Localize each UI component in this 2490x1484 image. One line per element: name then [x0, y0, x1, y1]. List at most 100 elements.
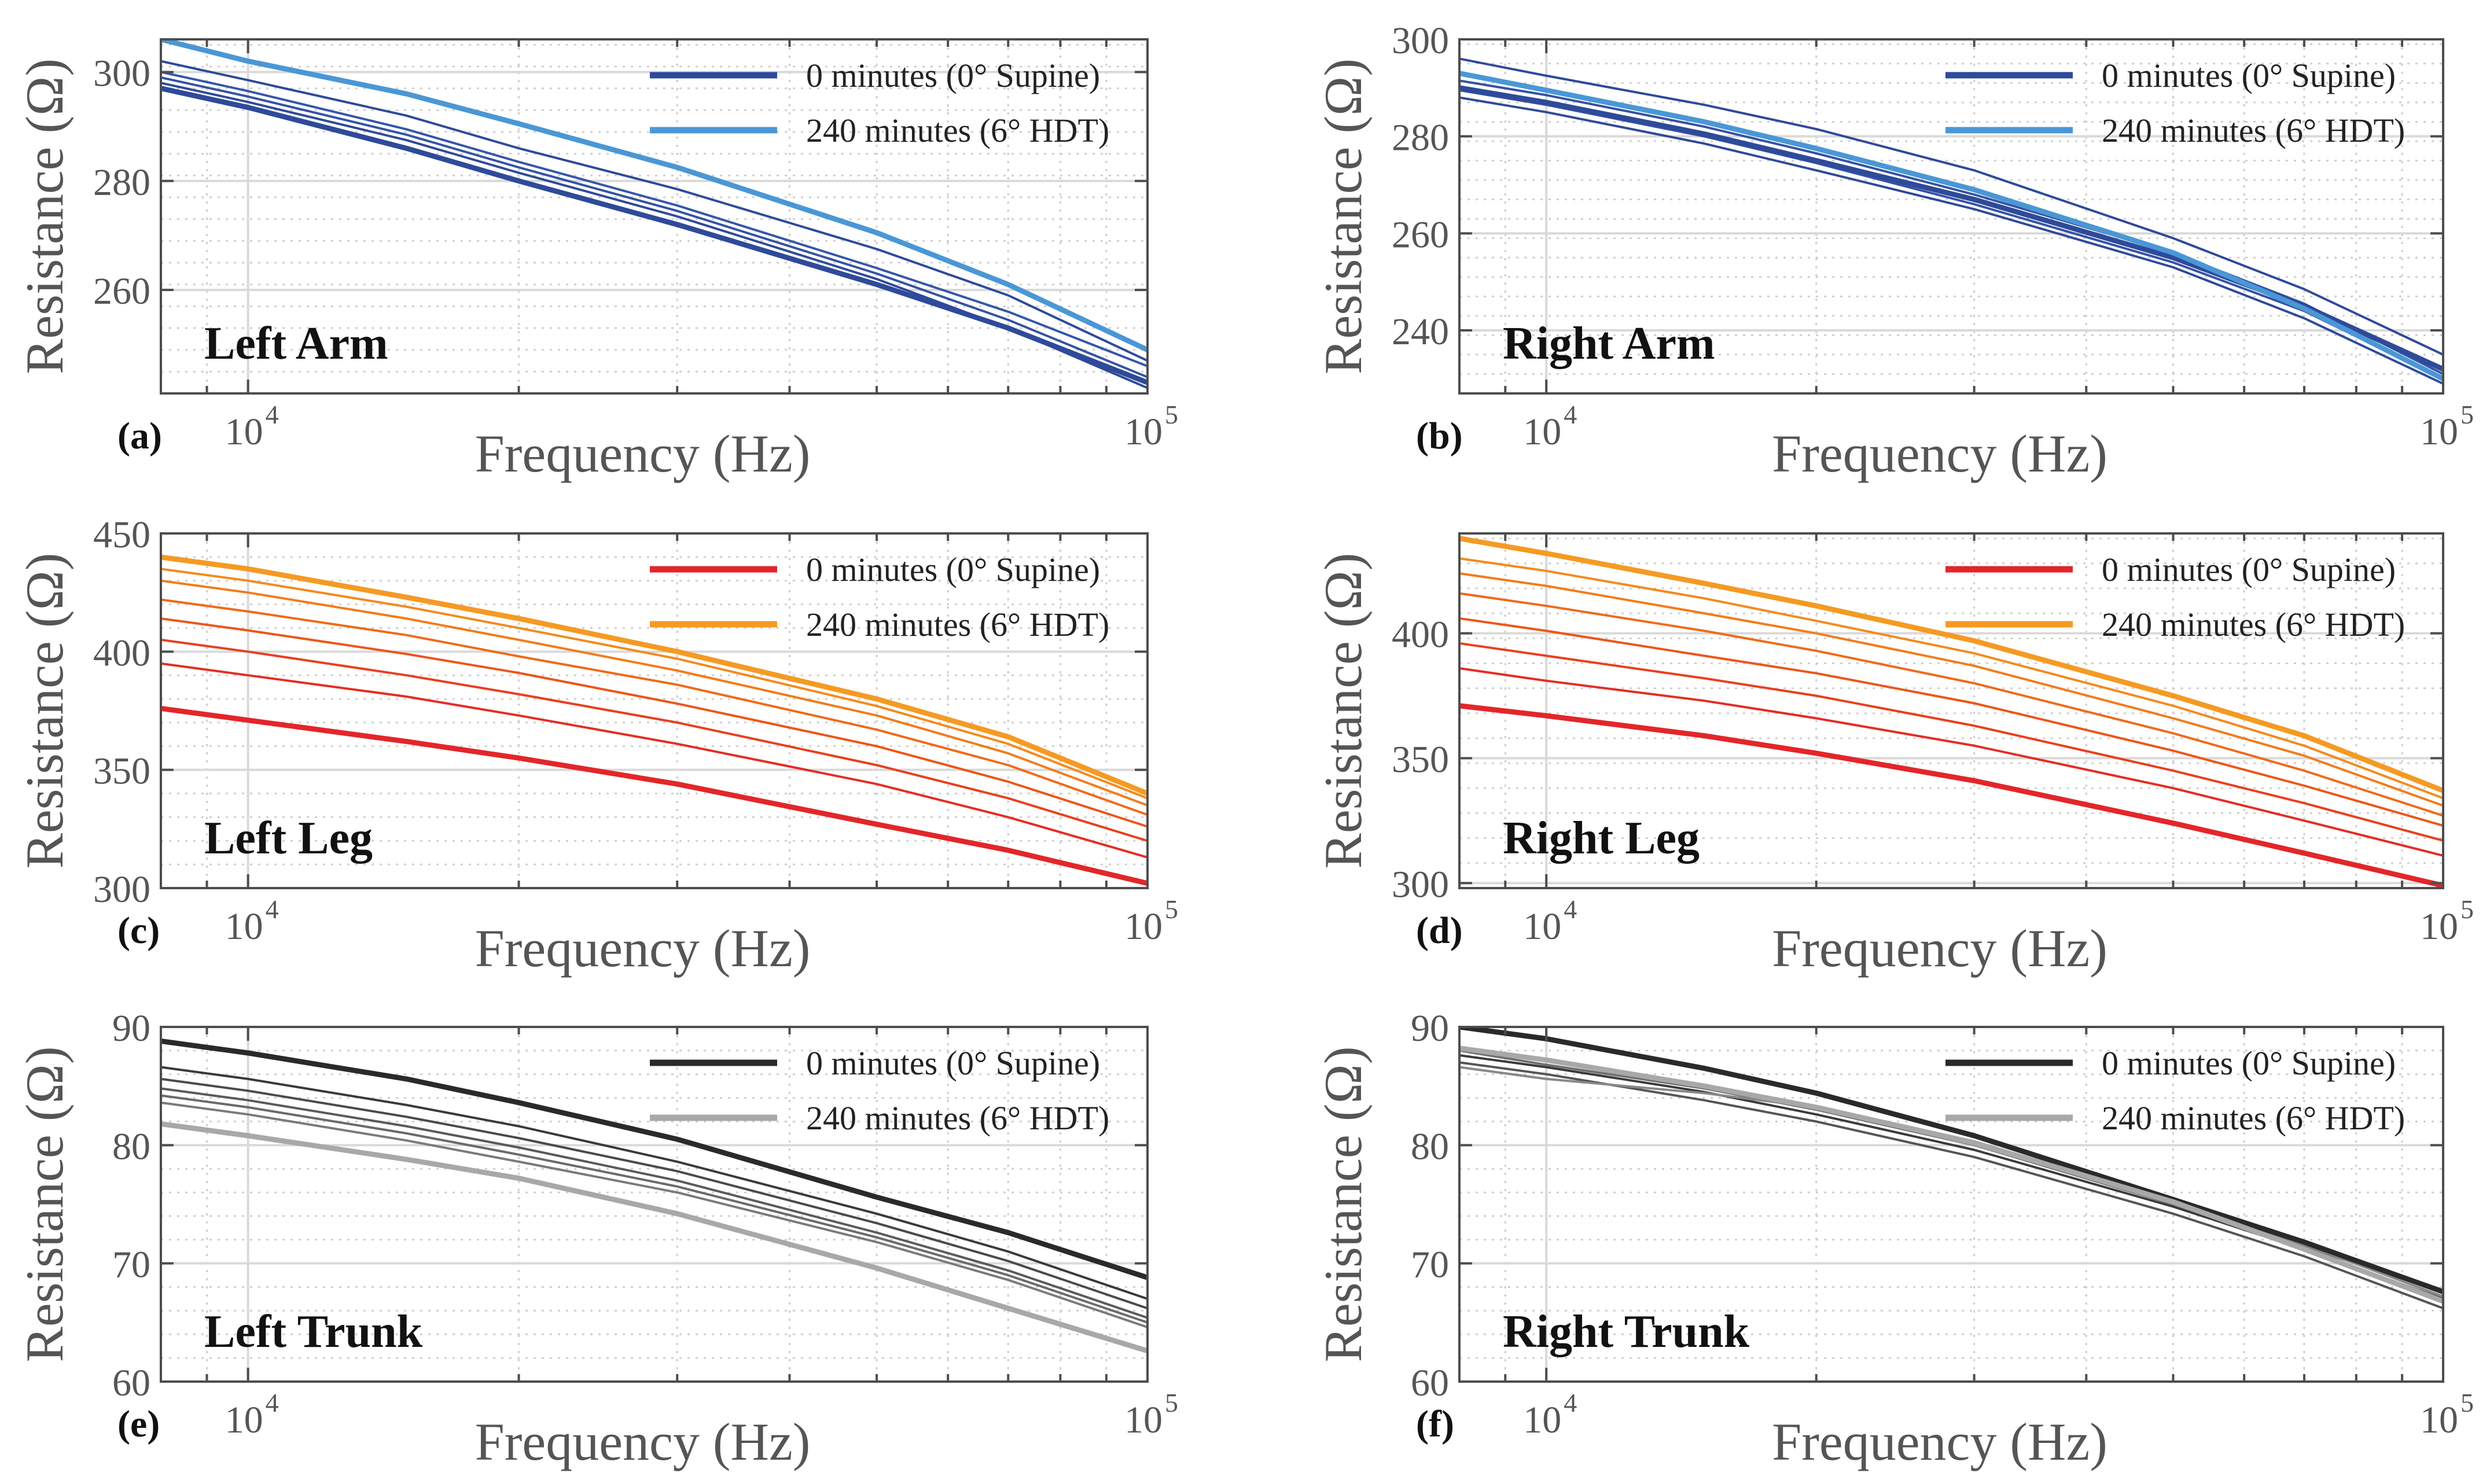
panel-title: Right Leg	[1503, 813, 1700, 864]
x-tick-exponent: 5	[2460, 1388, 2474, 1417]
legend-label: 240 minutes (6° HDT)	[2102, 1099, 2405, 1137]
legend-label: 0 minutes (0° Supine)	[806, 1044, 1100, 1082]
x-axis-label: Frequency (Hz)	[475, 424, 811, 483]
x-tick-label: 10 4	[1523, 400, 1577, 453]
series-line-6	[1459, 71, 2443, 382]
series-line-1	[161, 1039, 1147, 1280]
series-line-1	[161, 705, 1147, 886]
panel-label: (d)	[1416, 909, 1463, 952]
series-line-2	[1459, 96, 2443, 385]
x-tick-label: 10 4	[225, 1388, 279, 1441]
x-tick-base: 10	[1523, 1399, 1561, 1441]
series-group	[1459, 57, 2443, 385]
y-tick-label: 70	[1411, 1244, 1449, 1286]
x-tick-base: 10	[1124, 1399, 1163, 1441]
x-axis-label: Frequency (Hz)	[1772, 1412, 2108, 1471]
y-tick-label: 300	[1392, 863, 1449, 905]
panel-label: (f)	[1416, 1403, 1454, 1445]
x-tick-exponent: 4	[266, 894, 279, 924]
legend: 0 minutes (0° Supine) 240 minutes (6° HDT…	[650, 551, 1109, 643]
legend-label: 0 minutes (0° Supine)	[806, 57, 1100, 94]
series-line-4	[161, 71, 1147, 367]
panel-label: (e)	[117, 1403, 160, 1445]
series-line-2	[161, 662, 1147, 859]
series-line-4	[161, 1087, 1147, 1319]
x-tick-exponent: 5	[1165, 894, 1178, 924]
series-line-6	[1459, 572, 2443, 807]
series-group	[1459, 1027, 2443, 1310]
series-line-6	[161, 1101, 1147, 1328]
x-tick-base: 10	[225, 905, 263, 948]
panel-title: Left Leg	[204, 813, 373, 864]
legend-label: 240 minutes (6° HDT)	[2102, 112, 2405, 149]
panel-label: (a)	[117, 415, 162, 457]
x-tick-exponent: 5	[1165, 400, 1178, 429]
y-tick-label: 90	[112, 1007, 150, 1050]
series-line-3	[161, 638, 1147, 842]
x-tick-exponent: 5	[1165, 1388, 1178, 1417]
x-tick-exponent: 4	[1564, 1388, 1577, 1417]
x-tick-base: 10	[2420, 905, 2458, 948]
x-tick-label: 10 5	[2420, 894, 2474, 948]
axes-box	[1458, 38, 2444, 395]
series-line-1	[1459, 703, 2443, 888]
series-line-3	[1459, 642, 2443, 842]
series-line-6	[161, 39, 1147, 353]
axes-box	[160, 38, 1149, 395]
y-tick-label: 260	[93, 270, 150, 312]
panel-label: (b)	[1416, 415, 1463, 457]
series-line-4	[161, 617, 1147, 828]
legend: 0 minutes (0° Supine) 240 minutes (6° HDT…	[650, 57, 1109, 149]
x-tick-base: 10	[1523, 411, 1561, 453]
x-tick-exponent: 5	[2460, 400, 2474, 429]
legend-label: 240 minutes (6° HDT)	[806, 606, 1109, 643]
series-line-8	[1459, 536, 2443, 794]
y-axis-label: Resistance (Ω)	[1314, 553, 1373, 868]
x-tick-base: 10	[1124, 905, 1163, 948]
x-tick-label: 10 5	[1124, 894, 1178, 948]
y-tick-label: 60	[1411, 1362, 1449, 1404]
legend-label: 0 minutes (0° Supine)	[2102, 1044, 2396, 1082]
series-group	[161, 39, 1147, 389]
legend-label: 0 minutes (0° Supine)	[2102, 57, 2396, 94]
series-line-1	[1459, 1027, 2443, 1295]
x-tick-base: 10	[225, 1399, 263, 1441]
series-line-5	[1459, 592, 2443, 817]
series-group	[161, 554, 1147, 886]
x-tick-exponent: 5	[2460, 894, 2474, 924]
y-tick-label: 400	[93, 632, 150, 674]
panel-title: Right Arm	[1503, 318, 1715, 369]
major-grid	[161, 39, 1147, 393]
legend: 0 minutes (0° Supine) 240 minutes (6° HDT…	[1945, 1044, 2405, 1137]
x-tick-label: 10 5	[2420, 1388, 2474, 1441]
series-line-3	[1459, 1061, 2443, 1310]
x-tick-base: 10	[1523, 905, 1561, 948]
x-tick-base: 10	[2420, 1399, 2458, 1441]
series-line-1	[161, 86, 1147, 385]
series-line-5	[161, 598, 1147, 816]
axes-box	[1458, 532, 2444, 889]
series-line-6	[1459, 1045, 2443, 1304]
y-axis-label: Resistance (Ω)	[15, 553, 74, 868]
y-tick-label: 350	[93, 750, 150, 793]
panel-title: Left Trunk	[204, 1306, 423, 1357]
series-group	[161, 1039, 1147, 1354]
y-axis-label: Resistance (Ω)	[1314, 1046, 1373, 1362]
y-axis-label: Resistance (Ω)	[1314, 58, 1373, 374]
series-line-6	[161, 579, 1147, 807]
legend-label: 240 minutes (6° HDT)	[2102, 606, 2405, 643]
x-tick-base: 10	[2420, 411, 2458, 453]
y-tick-label: 80	[1411, 1125, 1449, 1168]
series-line-3	[161, 76, 1147, 378]
legend-label: 0 minutes (0° Supine)	[806, 551, 1100, 588]
y-tick-label: 60	[112, 1362, 150, 1404]
x-axis-label: Frequency (Hz)	[475, 919, 811, 978]
y-tick-label: 300	[93, 52, 150, 94]
x-tick-label: 10 4	[1523, 894, 1577, 948]
x-tick-label: 10 5	[2420, 400, 2474, 453]
